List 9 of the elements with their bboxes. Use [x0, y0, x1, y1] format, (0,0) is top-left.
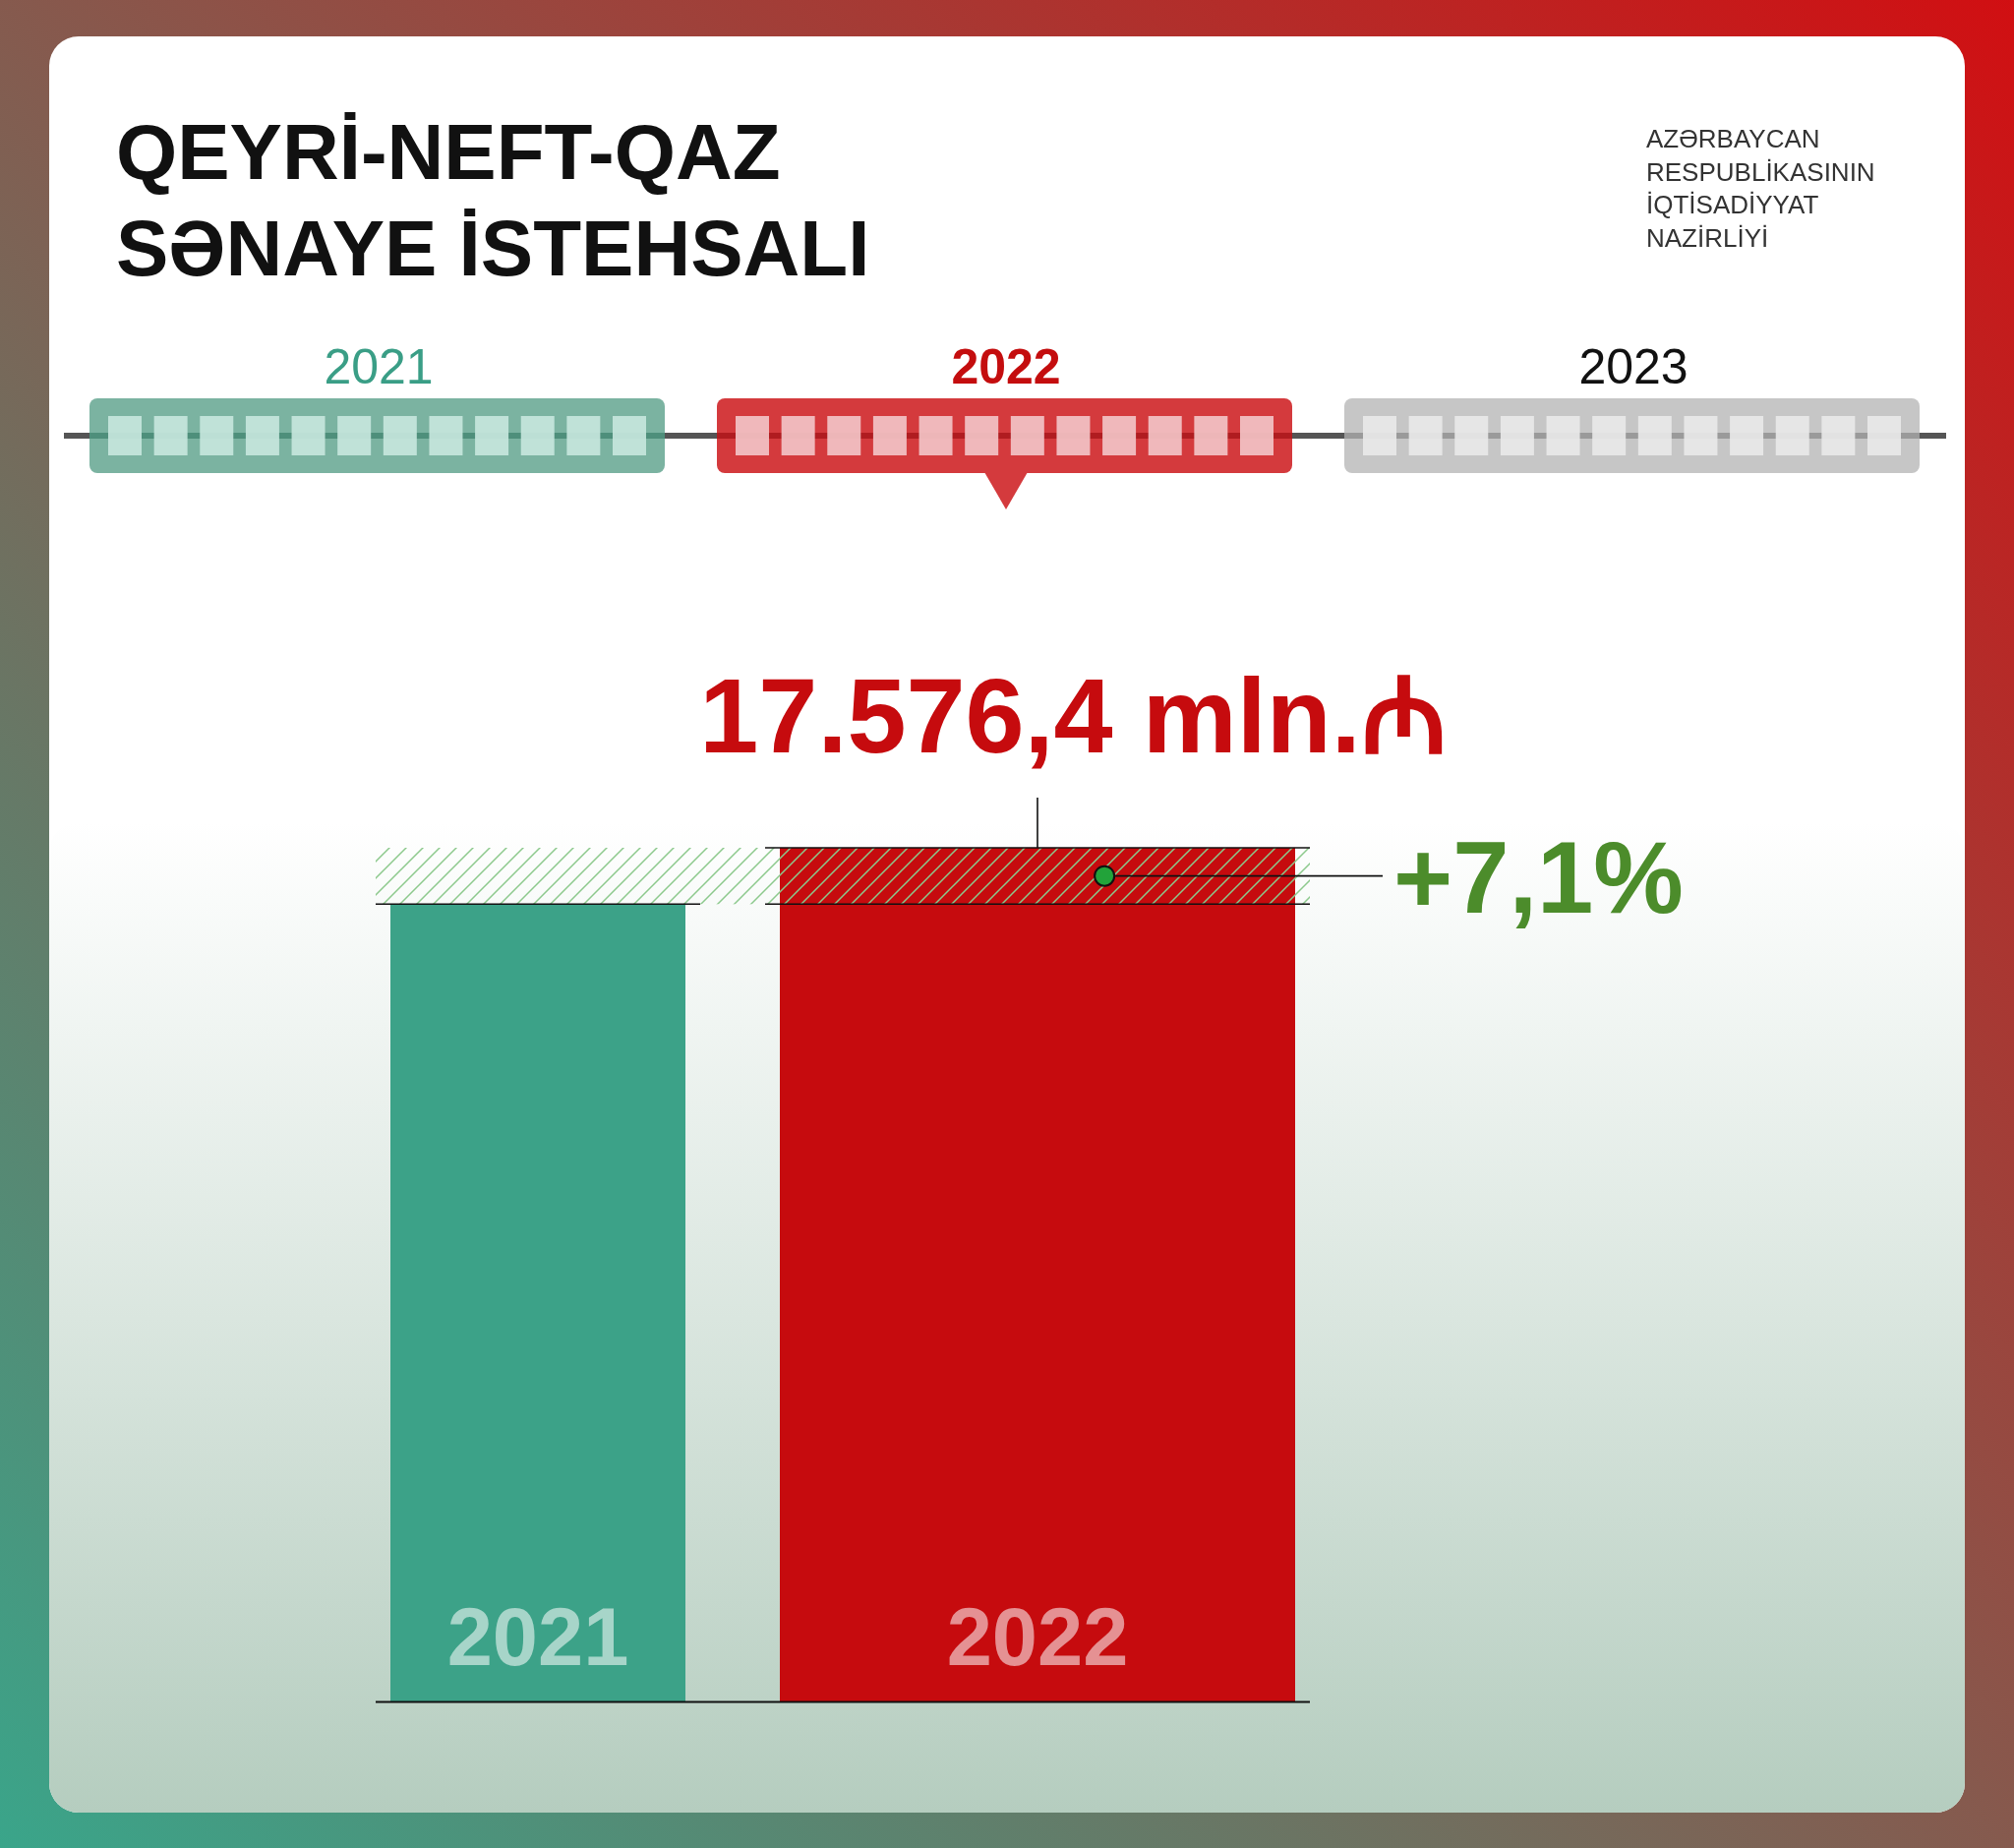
annotation: 17.576,4 mln.₼	[699, 656, 1447, 775]
annotation: 2023	[1578, 339, 1688, 394]
band-label: +7,1%	[1393, 820, 1684, 934]
annotation: AZƏRBAYCAN RESPUBLİKASININ İQTİSADİYYAT NAZİRLİYİ	[1646, 124, 1875, 253]
annotation: 2021	[324, 339, 434, 394]
annotation: 2022	[951, 339, 1061, 394]
x-tick-label: 2022	[946, 1591, 1129, 1683]
chart-title: QEYRİ-NEFT-QAZ SƏNAYE İSTEHSALI	[116, 108, 870, 292]
x-tick-label: 2021	[446, 1591, 629, 1683]
